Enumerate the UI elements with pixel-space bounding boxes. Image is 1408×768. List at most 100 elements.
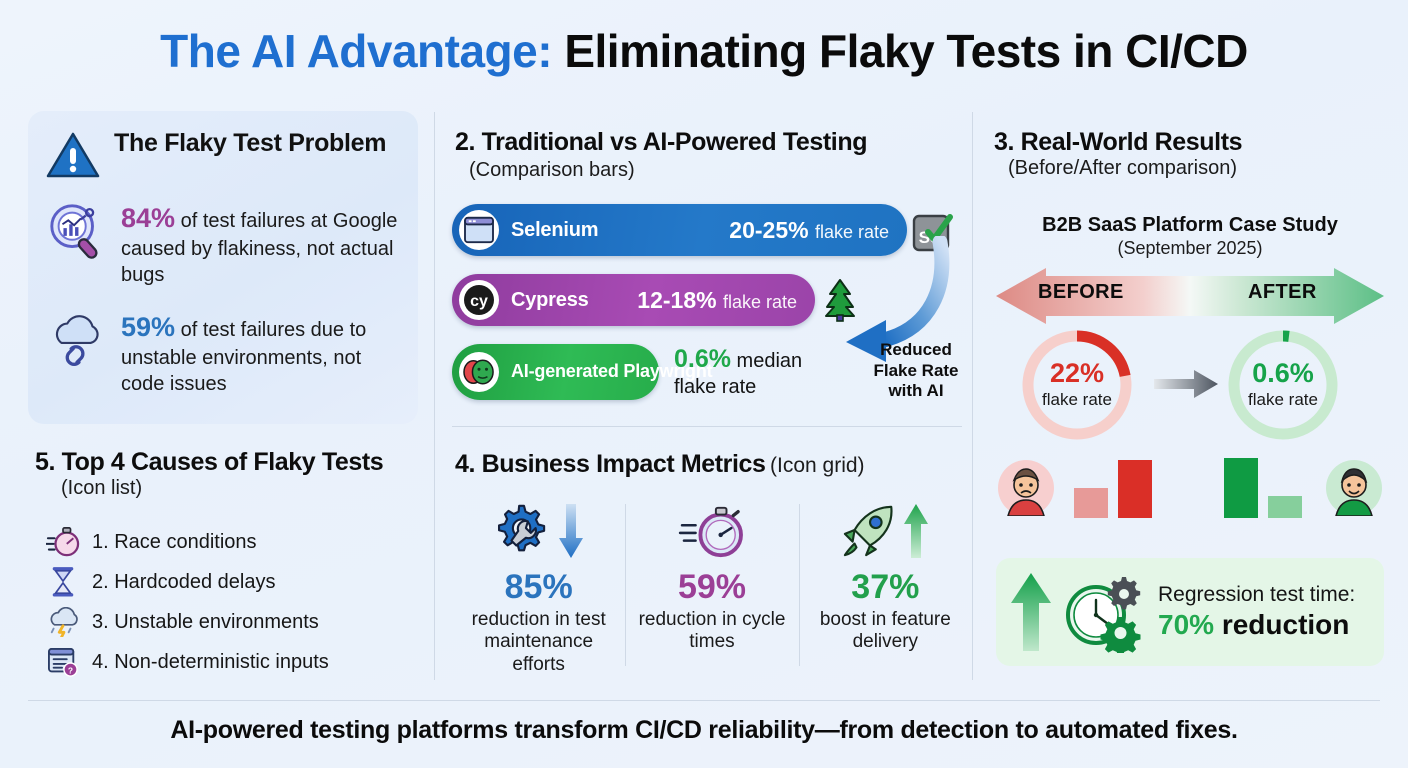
donut-before: 22% flake rate xyxy=(1018,326,1136,444)
cause-item-1: 1. Race conditions xyxy=(46,522,436,562)
before-label: BEFORE xyxy=(1038,281,1124,303)
bar-playwright-value: 0.6% median flake rate xyxy=(674,344,824,399)
case-study-title: B2B SaaS Platform Case Study xyxy=(1042,214,1338,236)
reduced-flake-callout: Reduced Flake Rate with AI xyxy=(873,340,959,401)
bar-playwright[interactable]: AI-generated Playwright xyxy=(452,344,713,400)
before-after-people xyxy=(996,456,1386,522)
up-arrow-icon xyxy=(904,504,929,558)
business-impact-heading: 4. Business Impact Metrics xyxy=(455,450,766,478)
bar-cypress[interactable]: cy Cypress 12-18% flake rate xyxy=(452,274,815,326)
after-label: AFTER xyxy=(1248,281,1317,303)
flaky-card-title: The Flaky Test Problem xyxy=(114,129,387,157)
metric-85: 85% reduction in test maintenance effort… xyxy=(452,500,625,680)
page-title: The AI Advantage: Eliminating Flaky Test… xyxy=(0,24,1408,78)
regression-value-row: 70% reduction xyxy=(1158,609,1355,641)
bar-cypress-number: 12-18% xyxy=(637,286,717,313)
metric-59-label: reduction in cycle times xyxy=(638,609,786,653)
results-subheading: (Before/After comparison) xyxy=(1008,157,1237,179)
selenium-browser-icon xyxy=(459,210,499,250)
stat-59-desc: of test failures due to unstable environ… xyxy=(121,319,367,396)
causes-heading: 5. Top 4 Causes of Flaky Tests xyxy=(35,448,384,476)
bar-selenium-number: 20-25% xyxy=(729,216,809,243)
stopwatch-race-icon xyxy=(46,525,80,559)
rocket-icon xyxy=(844,505,893,557)
bar-cypress-value: 12-18% flake rate xyxy=(637,287,797,314)
hourglass-icon xyxy=(46,565,80,599)
stat-84-value: 84% xyxy=(121,203,176,233)
regression-label: Regression test time: xyxy=(1158,583,1356,606)
evergreen-tree-icon xyxy=(825,279,855,322)
cause-item-4-label: 4. Non-deterministic inputs xyxy=(92,650,329,673)
donut-after-label: flake rate xyxy=(1248,390,1318,409)
donut-before-value: 22% xyxy=(1049,358,1105,388)
svg-text:cy: cy xyxy=(470,293,488,310)
stat-row-84: 84% of test failures at Google caused by… xyxy=(46,199,398,288)
title-rest: Eliminating Flaky Tests in CI/CD xyxy=(552,25,1248,77)
cypress-cy-icon: cy xyxy=(459,280,499,320)
business-impact-header: 4. Business Impact Metrics (Icon grid) xyxy=(455,450,965,479)
divider-left xyxy=(434,112,435,680)
cloud-link-icon xyxy=(55,315,99,366)
cause-item-2-label: 2. Hardcoded delays xyxy=(92,570,276,593)
causes-header: 5. Top 4 Causes of Flaky Tests (Icon lis… xyxy=(35,448,435,500)
divider-right xyxy=(972,112,973,680)
divider-footer xyxy=(28,700,1380,701)
regression-value: 70% xyxy=(1158,609,1215,640)
results-header: 3. Real-World Results (Before/After comp… xyxy=(994,128,1394,180)
cause-item-2: 2. Hardcoded delays xyxy=(46,562,436,602)
magnifier-chart-icon xyxy=(50,204,98,259)
metric-85-label: reduction in test maintenance efforts xyxy=(471,609,606,675)
cause-item-4: ? 4. Non-deterministic inputs xyxy=(46,642,436,682)
after-bar-large xyxy=(1224,458,1258,518)
stat-84-desc: of test failures at Google caused by fla… xyxy=(121,210,398,287)
comparison-section-header: 2. Traditional vs AI-Powered Testing (Co… xyxy=(455,128,955,182)
flaky-card-header: The Flaky Test Problem xyxy=(46,129,398,179)
stressed-person-avatar xyxy=(998,460,1054,516)
regression-suffix: reduction xyxy=(1214,609,1350,640)
bar-playwright-label: AI-generated Playwright xyxy=(511,361,713,382)
stopwatch-icon xyxy=(678,506,743,558)
metric-85-value: 85% xyxy=(504,568,573,606)
cause-item-3: 3. Unstable environments xyxy=(46,602,436,642)
bar-selenium[interactable]: Selenium 20-25% flake rate xyxy=(452,204,907,256)
before-bar-small xyxy=(1074,488,1108,518)
bar-selenium-label: Selenium xyxy=(511,218,599,241)
regression-callout: Regression test time: 70% reduction xyxy=(996,558,1384,666)
metric-37-value: 37% xyxy=(851,568,920,606)
before-bar-large xyxy=(1118,460,1152,518)
metric-59-value: 59% xyxy=(677,568,747,606)
cause-item-1-label: 1. Race conditions xyxy=(92,530,257,553)
donut-after-value: 0.6% xyxy=(1252,358,1314,388)
storm-cloud-icon xyxy=(46,605,80,639)
stat-59-text: 59% of test failures due to unstable env… xyxy=(121,308,398,397)
svg-text:?: ? xyxy=(68,665,73,675)
form-question-icon: ? xyxy=(46,645,80,679)
comparison-bars: Selenium 20-25% flake rate cy Cypress 12… xyxy=(452,204,972,409)
title-highlight: The AI Advantage: xyxy=(160,25,553,77)
bar-cypress-label: Cypress xyxy=(511,288,589,311)
causes-subheading: (Icon list) xyxy=(61,477,143,499)
up-arrow-icon xyxy=(1011,573,1051,651)
divider-middle-horizontal xyxy=(452,426,962,427)
business-impact-subheading: (Icon grid) xyxy=(770,454,865,477)
cause-item-3-label: 3. Unstable environments xyxy=(92,610,319,633)
bar-playwright-unit: median flake rate xyxy=(674,350,803,398)
stat-row-59: 59% of test failures due to unstable env… xyxy=(46,308,398,397)
gear-wrench-icon xyxy=(497,504,545,552)
transition-arrow-icon xyxy=(1154,370,1218,398)
stat-84-text: 84% of test failures at Google caused by… xyxy=(121,199,398,288)
happy-person-avatar xyxy=(1326,460,1382,516)
curved-arrow-icon xyxy=(846,236,950,362)
playwright-masks-icon xyxy=(459,352,499,392)
metric-37: 37% boost in feature delivery xyxy=(798,500,972,680)
clock-gears-icon xyxy=(1066,577,1141,653)
stat-59-value: 59% xyxy=(121,312,176,343)
metric-59: 59% reduction in cycle times xyxy=(625,500,798,680)
business-impact-metrics: 85% reduction in test maintenance effort… xyxy=(452,500,972,680)
comparison-heading: 2. Traditional vs AI-Powered Testing xyxy=(455,128,868,156)
before-after-arrow xyxy=(996,268,1384,324)
bar-playwright-number: 0.6% xyxy=(674,345,731,373)
causes-list: 1. Race conditions 2. Hardcoded delays xyxy=(46,522,436,682)
results-heading: 3. Real-World Results xyxy=(994,128,1243,156)
